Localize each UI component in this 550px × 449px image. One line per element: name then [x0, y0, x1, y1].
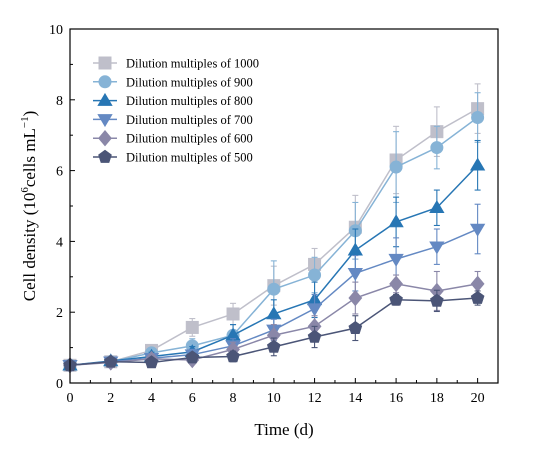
y-tick-label: 8	[56, 94, 63, 109]
data-point	[389, 292, 403, 306]
x-tick-label: 10	[267, 391, 281, 406]
data-point	[347, 267, 363, 281]
x-axis-title: Time (d)	[254, 420, 313, 439]
legend-marker	[98, 75, 112, 89]
y-tick-label: 2	[56, 306, 63, 321]
data-point	[103, 354, 118, 368]
y-tick-label: 6	[56, 165, 63, 180]
plot-content	[62, 83, 486, 374]
data-point	[388, 214, 404, 228]
x-tick-label: 8	[230, 391, 237, 406]
data-point	[430, 293, 444, 307]
data-point	[185, 320, 199, 334]
y-axis-title-main: Cell density (10	[20, 193, 39, 302]
data-point	[348, 320, 363, 334]
y-tick-label: 0	[56, 377, 63, 392]
y-axis-title-sup: 6	[19, 187, 31, 193]
data-point	[267, 282, 281, 296]
y-tick-label: 4	[56, 235, 63, 250]
legend-label: Dilution multiples of 600	[126, 132, 253, 146]
data-point	[348, 289, 363, 307]
data-point	[347, 242, 363, 256]
x-tick-label: 18	[430, 391, 444, 406]
data-point	[470, 275, 485, 293]
y-tick-label: 10	[49, 23, 63, 38]
data-point	[226, 349, 240, 363]
legend-item: Dilution multiples of 900	[93, 75, 253, 89]
data-point	[429, 200, 445, 214]
data-point	[469, 223, 486, 237]
data-point	[144, 355, 159, 369]
y-axis-title-end: )	[20, 111, 39, 117]
legend-item: Dilution multiples of 700	[93, 113, 253, 128]
data-point	[185, 350, 200, 364]
x-tick-label: 14	[348, 391, 362, 406]
data-point	[388, 253, 404, 267]
x-tick-label: 16	[389, 391, 403, 406]
x-tick-label: 2	[107, 391, 114, 406]
legend-label: Dilution multiples of 500	[126, 151, 253, 165]
legend-label: Dilution multiples of 900	[126, 75, 253, 89]
data-point	[469, 157, 486, 171]
data-point	[308, 268, 322, 282]
legend-item: Dilution multiples of 1000	[93, 56, 259, 71]
legend-marker	[97, 92, 113, 106]
legend: Dilution multiples of 1000 Dilution multi…	[93, 56, 259, 165]
data-point	[307, 329, 322, 343]
data-point	[470, 290, 485, 304]
x-tick-label: 0	[67, 391, 74, 406]
data-point	[471, 111, 485, 125]
series-6	[63, 289, 485, 372]
data-point	[429, 241, 445, 255]
series-2	[63, 92, 485, 372]
x-tick-label: 12	[308, 391, 322, 406]
x-tick-label: 4	[148, 391, 155, 406]
x-tick-label: 6	[189, 391, 196, 406]
legend-item: Dilution multiples of 500	[93, 149, 253, 165]
legend-marker	[98, 129, 112, 147]
data-point	[226, 307, 240, 321]
legend-item: Dilution multiples of 800	[93, 92, 253, 108]
legend-label: Dilution multiples of 700	[126, 113, 253, 127]
legend-marker	[98, 149, 112, 163]
data-point	[306, 303, 323, 317]
y-axis-title: Cell density (106cells mL−1)	[19, 111, 39, 302]
axis-ticks: 0 2 4 6 8 10 12 14 16 18 20 0 2 4 6 8 10	[49, 23, 485, 406]
y-axis-title-sup2: −1	[19, 116, 31, 128]
legend-marker	[98, 56, 112, 70]
data-point	[389, 275, 404, 293]
legend-item: Dilution multiples of 600	[93, 129, 253, 147]
legend-marker	[97, 114, 113, 128]
data-point	[266, 339, 281, 353]
legend-label: Dilution multiples of 800	[126, 94, 253, 108]
data-point	[430, 141, 444, 155]
y-axis-title-mid: cells mL	[20, 128, 39, 187]
data-point	[389, 160, 403, 174]
legend-label: Dilution multiples of 1000	[126, 57, 259, 71]
x-tick-label: 20	[471, 391, 485, 406]
